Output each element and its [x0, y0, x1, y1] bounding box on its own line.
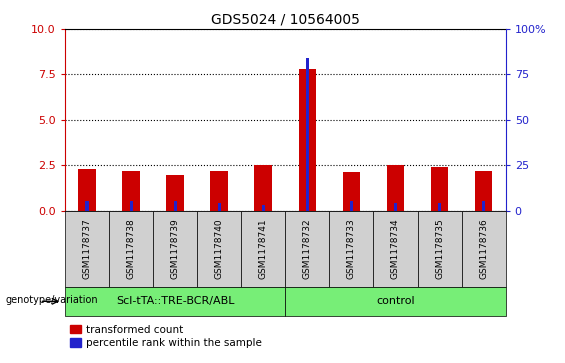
Bar	[386, 165, 405, 211]
Bar	[431, 167, 449, 211]
Text: GSM1178736: GSM1178736	[479, 218, 488, 279]
Bar	[78, 169, 96, 211]
Text: GSM1178732: GSM1178732	[303, 218, 312, 279]
Bar	[173, 201, 177, 211]
Text: GSM1178740: GSM1178740	[215, 218, 224, 279]
Bar	[129, 201, 133, 211]
Bar	[109, 211, 153, 287]
Bar	[306, 58, 309, 211]
Text: GSM1178735: GSM1178735	[435, 218, 444, 279]
Text: GSM1178738: GSM1178738	[127, 218, 136, 279]
Bar	[65, 211, 109, 287]
Legend: transformed count, percentile rank within the sample: transformed count, percentile rank withi…	[70, 325, 262, 348]
Text: genotype/variation: genotype/variation	[6, 295, 98, 305]
Text: control: control	[376, 296, 415, 306]
Bar	[166, 175, 184, 211]
Bar	[197, 211, 241, 287]
Bar	[475, 171, 493, 211]
Text: Scl-tTA::TRE-BCR/ABL: Scl-tTA::TRE-BCR/ABL	[116, 296, 234, 306]
Bar	[298, 69, 316, 211]
Text: GSM1178734: GSM1178734	[391, 218, 400, 279]
Bar	[218, 203, 221, 211]
Bar	[394, 203, 397, 211]
Bar	[285, 287, 506, 316]
Bar	[329, 211, 373, 287]
Bar	[122, 171, 140, 211]
Bar	[350, 201, 353, 211]
Title: GDS5024 / 10564005: GDS5024 / 10564005	[211, 12, 360, 26]
Bar	[210, 171, 228, 211]
Bar	[462, 211, 506, 287]
Bar	[254, 165, 272, 211]
Bar	[482, 201, 485, 211]
Bar	[262, 205, 265, 211]
Bar	[241, 211, 285, 287]
Bar	[85, 201, 89, 211]
Bar	[153, 211, 197, 287]
Bar	[342, 172, 360, 211]
Bar	[438, 203, 441, 211]
Bar	[65, 287, 285, 316]
Text: GSM1178741: GSM1178741	[259, 218, 268, 279]
Bar	[285, 211, 329, 287]
Bar	[373, 211, 418, 287]
Text: GSM1178733: GSM1178733	[347, 218, 356, 279]
Text: GSM1178737: GSM1178737	[82, 218, 92, 279]
Bar	[418, 211, 462, 287]
Text: GSM1178739: GSM1178739	[171, 218, 180, 279]
